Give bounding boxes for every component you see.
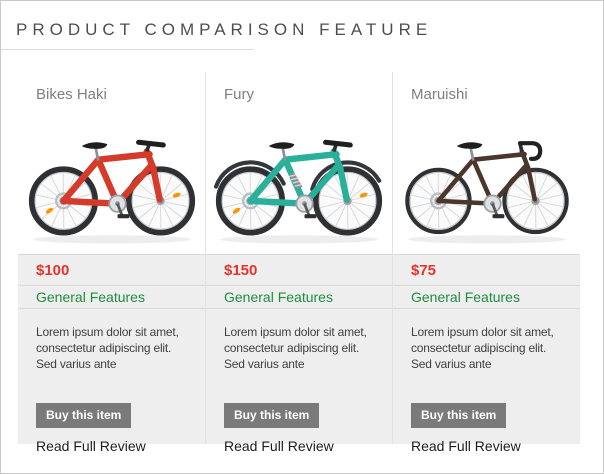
comparison-table: Bikes Haki $100 General Features Lorem i… <box>18 72 580 454</box>
product-image-red-bike <box>18 112 205 254</box>
page-title-wrap: PRODUCT COMPARISON FEATURE <box>1 1 433 50</box>
bike-illustration <box>213 139 383 243</box>
product-column-maruishi: Maruishi $75 General Features Lorem ipsu… <box>392 72 580 454</box>
features-heading: General Features <box>393 285 580 308</box>
bike-illustration <box>28 139 195 243</box>
read-review-link[interactable]: Read Full Review <box>411 438 521 454</box>
product-info-panel: Lorem ipsum dolor sit amet, consectetur … <box>206 308 392 454</box>
product-name: Maruishi <box>411 86 468 103</box>
read-review-link[interactable]: Read Full Review <box>224 438 334 454</box>
buy-button[interactable]: Buy this item <box>224 403 320 428</box>
product-image-teal-bike <box>206 112 392 254</box>
price-label: $100 <box>18 254 205 285</box>
buy-button[interactable]: Buy this item <box>36 403 132 428</box>
buy-button[interactable]: Buy this item <box>411 403 507 428</box>
read-review-link[interactable]: Read Full Review <box>36 438 146 454</box>
product-name: Fury <box>224 86 254 103</box>
product-description: Lorem ipsum dolor sit amet, consectetur … <box>224 325 367 371</box>
price-label: $75 <box>393 254 580 285</box>
product-name: Bikes Haki <box>36 86 107 103</box>
page-title: PRODUCT COMPARISON FEATURE <box>16 20 433 39</box>
price-label: $150 <box>206 254 392 285</box>
product-image-brown-bike <box>393 112 580 254</box>
product-info-panel: Lorem ipsum dolor sit amet, consectetur … <box>393 308 580 454</box>
features-heading: General Features <box>206 285 392 308</box>
features-heading: General Features <box>18 285 205 308</box>
product-column-fury: Fury $150 General Features Lorem ipsum d… <box>205 72 392 454</box>
product-column-bikes-haki: Bikes Haki $100 General Features Lorem i… <box>18 72 205 454</box>
product-description: Lorem ipsum dolor sit amet, consectetur … <box>411 325 554 371</box>
product-info-panel: Lorem ipsum dolor sit amet, consectetur … <box>18 308 205 454</box>
product-description: Lorem ipsum dolor sit amet, consectetur … <box>36 325 179 371</box>
bike-illustration <box>404 140 569 243</box>
